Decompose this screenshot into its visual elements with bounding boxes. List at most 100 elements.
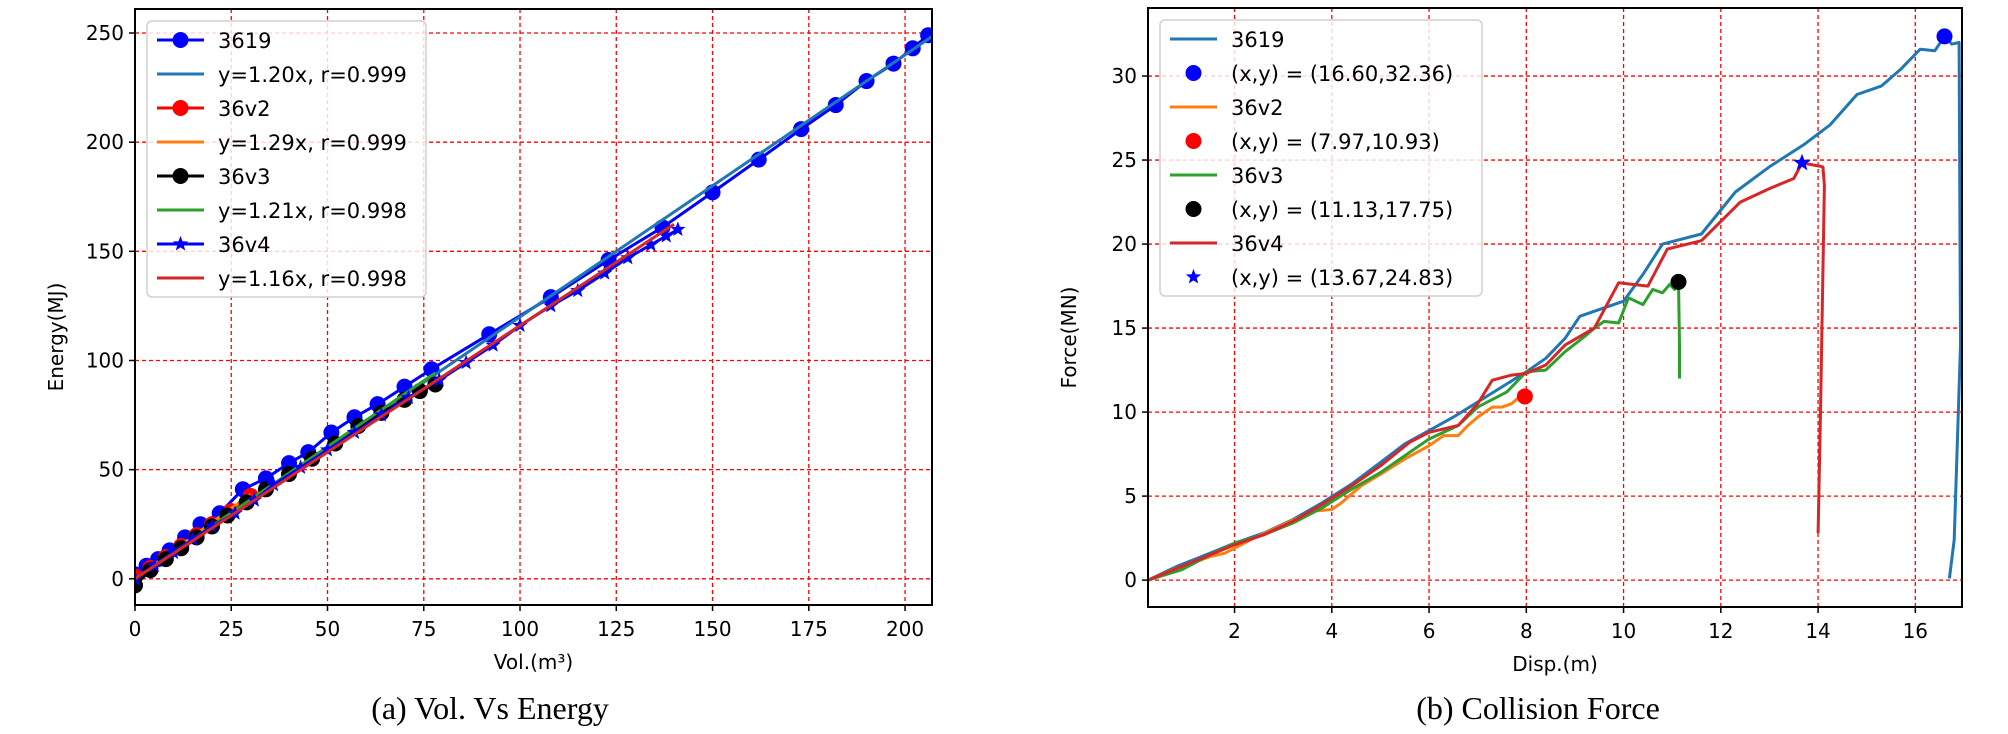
legend-item: 36v2 <box>157 97 271 121</box>
legend: 3619 (x,y) = (16.60,32.36) 36v2 (x,y) = (7.… <box>1159 19 1483 297</box>
legend-label: y=1.29x, r=0.999 <box>218 131 407 155</box>
x-tick-label: 2 <box>1228 619 1241 643</box>
legend-item: 36v4 <box>157 233 271 257</box>
circle-marker-icon <box>1670 273 1687 290</box>
legend: 3619 y=1.20x, r=0.999 36v2 y=1.29x, r=0.999… <box>146 20 427 298</box>
legend-label: 36v3 <box>1231 164 1284 188</box>
x-tick-label: 12 <box>1708 619 1733 643</box>
legend-item: y=1.20x, r=0.999 <box>157 63 407 87</box>
legend-item: y=1.29x, r=0.999 <box>157 131 407 155</box>
star-marker-icon <box>373 407 390 422</box>
star-marker-icon <box>292 459 309 474</box>
legend-circle-marker-icon <box>172 100 189 116</box>
legend-item: y=1.21x, r=0.998 <box>157 199 407 223</box>
legend-label: (x,y) = (7.97,10.93) <box>1231 130 1440 154</box>
legend-circle-marker-icon <box>172 168 189 184</box>
legend-label: y=1.21x, r=0.998 <box>218 199 407 223</box>
legend-item: y=1.16x, r=0.998 <box>157 267 407 291</box>
y-tick-label: 10 <box>1112 400 1137 424</box>
series-36v3 <box>135 376 444 594</box>
legend-item: 36v3 <box>157 165 271 189</box>
y-tick-label: 0 <box>111 567 124 591</box>
legend-label: (x,y) = (11.13,17.75) <box>1231 198 1453 222</box>
circle-marker-icon <box>1516 388 1533 405</box>
x-tick-label: 50 <box>315 617 340 641</box>
x-tick-label: 100 <box>501 617 539 641</box>
x-tick-label: 4 <box>1325 619 1338 643</box>
star-marker-icon <box>266 476 282 492</box>
star-marker-icon <box>185 531 201 546</box>
star-marker-icon <box>400 389 416 405</box>
caption-collision-force: (b) Collision Force <box>1416 690 1660 726</box>
legend-label: 3619 <box>218 29 271 53</box>
legend-item: 36v2 <box>1170 96 1284 120</box>
legend-circle-marker-icon <box>1185 201 1202 217</box>
collision-force-plot: 2 4 6 8 10 12 14 16 0 5 10 15 20 25 30 Disp.(m) Force(MN… <box>1057 7 1963 676</box>
legend-item: 36v4 <box>1170 232 1284 256</box>
series--x-y-13-67-24-83- <box>1793 153 1811 171</box>
circle-marker-icon <box>793 121 810 138</box>
vol-vs-energy-plot: 0 25 50 75 100 125 150 175 200 0 50 100 150 200 250 Vol… <box>44 8 933 674</box>
legend-circle-marker-icon <box>1185 133 1202 149</box>
legend-label: y=1.20x, r=0.999 <box>218 63 407 87</box>
y-tick-label: 15 <box>1112 316 1137 340</box>
y-tick-label: 200 <box>86 130 124 154</box>
star-marker-icon <box>346 424 363 439</box>
y-tick-label: 5 <box>1124 484 1137 508</box>
legend-label: 3619 <box>1231 28 1284 52</box>
y-tick-label: 20 <box>1112 232 1137 256</box>
x-axis-label: Disp.(m) <box>1512 652 1598 676</box>
circle-marker-icon <box>1936 28 1953 45</box>
star-marker-icon <box>643 236 659 252</box>
y-tick-label: 25 <box>1112 148 1137 172</box>
legend-item: 36v3 <box>1170 164 1284 188</box>
legend-star-marker-icon <box>172 235 189 251</box>
legend-label: 36v2 <box>1231 96 1284 120</box>
series-layer <box>1148 28 1962 582</box>
legend-label: (x,y) = (16.60,32.36) <box>1231 62 1453 86</box>
star-marker-icon <box>670 221 686 236</box>
x-tick-label: 10 <box>1611 619 1636 643</box>
legend-circle-marker-icon <box>172 32 189 48</box>
y-tick-label: 30 <box>1112 64 1137 88</box>
y-tick-label: 250 <box>86 21 124 45</box>
x-tick-label: 25 <box>219 617 244 641</box>
legend-item: 3619 <box>157 29 271 53</box>
y-tick-label: 150 <box>86 239 124 263</box>
x-tick-label: 75 <box>411 617 436 641</box>
star-marker-icon <box>620 249 636 265</box>
star-marker-icon <box>658 228 674 243</box>
x-tick-label: 125 <box>597 617 635 641</box>
x-tick-label: 14 <box>1805 619 1830 643</box>
legend-item: (x,y) = (13.67,24.83) <box>1185 266 1453 290</box>
y-tick-label: 0 <box>1124 568 1137 592</box>
star-marker-icon <box>597 265 613 280</box>
legend-item: (x,y) = (7.97,10.93) <box>1185 130 1440 154</box>
axes-frame <box>134 8 933 606</box>
legend-label: (x,y) = (13.67,24.83) <box>1231 266 1453 290</box>
legend-circle-marker-icon <box>1185 65 1202 81</box>
caption-vol-vs-energy: (a) Vol. Vs Energy <box>371 690 609 726</box>
y-tick-label: 100 <box>86 348 124 372</box>
y-axis-label: Energy(MJ) <box>44 283 68 392</box>
legend-item: (x,y) = (16.60,32.36) <box>1185 62 1453 86</box>
x-tick-label: 8 <box>1520 619 1533 643</box>
star-marker-icon <box>570 282 586 298</box>
series--x-y-11-13-17-75- <box>1670 273 1687 290</box>
legend-label: 36v4 <box>1231 232 1284 256</box>
x-tick-label: 6 <box>1423 619 1436 643</box>
legend-label: 36v4 <box>218 233 271 257</box>
axes-frame <box>1147 7 1963 608</box>
legend-star-marker-icon <box>1185 268 1202 284</box>
legend-item: 3619 <box>1170 28 1284 52</box>
x-tick-label: 16 <box>1903 619 1928 643</box>
y-tick-label: 50 <box>99 458 124 482</box>
series-layer <box>135 27 932 594</box>
series-36v2 <box>1148 395 1521 582</box>
legend-label: 36v3 <box>218 165 271 189</box>
series--x-y-7-97-10-93- <box>1516 388 1533 405</box>
y-axis-label: Force(MN) <box>1057 287 1081 389</box>
star-marker-icon <box>204 518 220 533</box>
legend-label: 36v2 <box>218 97 271 121</box>
